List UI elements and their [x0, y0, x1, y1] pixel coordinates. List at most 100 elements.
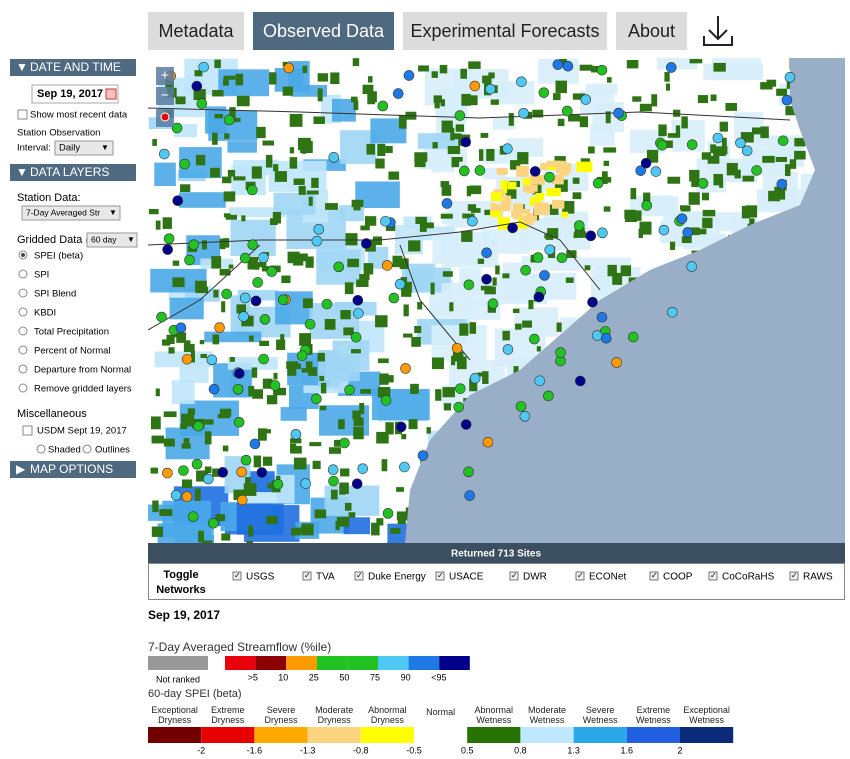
station[interactable]: [221, 288, 232, 300]
tab[interactable]: [403, 12, 607, 50]
station[interactable]: [585, 230, 597, 242]
station[interactable]: [587, 296, 598, 308]
station[interactable]: [350, 331, 362, 343]
station[interactable]: [556, 252, 568, 264]
station[interactable]: [156, 311, 167, 323]
station[interactable]: [627, 331, 639, 343]
station[interactable]: [234, 368, 245, 379]
station[interactable]: [352, 294, 364, 306]
station[interactable]: [252, 277, 263, 288]
station[interactable]: [781, 94, 793, 106]
station[interactable]: [502, 344, 514, 355]
station[interactable]: [188, 239, 200, 250]
station[interactable]: [650, 166, 662, 177]
station[interactable]: [658, 224, 670, 236]
station[interactable]: [247, 239, 259, 251]
checkbox[interactable]: [509, 571, 519, 581]
station[interactable]: [304, 318, 316, 330]
station[interactable]: [751, 165, 762, 176]
station[interactable]: [394, 278, 406, 290]
station[interactable]: [217, 467, 229, 478]
station[interactable]: [507, 222, 518, 234]
checkbox[interactable]: [232, 571, 242, 581]
header-bar[interactable]: [10, 59, 136, 76]
checkbox[interactable]: [649, 571, 659, 581]
checkbox[interactable]: [789, 571, 799, 581]
map[interactable]: + −: [148, 58, 850, 574]
station[interactable]: [640, 157, 652, 169]
station[interactable]: [482, 436, 494, 448]
station[interactable]: [596, 64, 608, 76]
station[interactable]: [236, 466, 247, 478]
station[interactable]: [193, 420, 204, 432]
station[interactable]: [223, 114, 235, 126]
station[interactable]: [171, 122, 183, 134]
station[interactable]: [382, 508, 394, 519]
station[interactable]: [184, 254, 195, 266]
station[interactable]: [233, 416, 245, 428]
station[interactable]: [382, 260, 393, 271]
station[interactable]: [238, 311, 249, 322]
station[interactable]: [300, 478, 311, 489]
station[interactable]: [380, 395, 392, 406]
station[interactable]: [327, 464, 339, 476]
station[interactable]: [206, 354, 218, 366]
station[interactable]: [676, 213, 688, 224]
station[interactable]: [380, 215, 391, 227]
station[interactable]: [258, 252, 269, 264]
station[interactable]: [562, 60, 574, 72]
station[interactable]: [196, 98, 208, 109]
station[interactable]: [417, 450, 429, 461]
station[interactable]: [441, 198, 453, 209]
station[interactable]: [776, 178, 788, 190]
station[interactable]: [269, 380, 281, 391]
station[interactable]: [455, 383, 466, 394]
radio[interactable]: [18, 307, 28, 317]
station[interactable]: [351, 478, 363, 490]
radio[interactable]: [18, 383, 28, 393]
station[interactable]: [611, 357, 622, 368]
station[interactable]: [543, 390, 554, 402]
station[interactable]: [214, 322, 225, 333]
station[interactable]: [474, 165, 486, 176]
radio[interactable]: [36, 444, 46, 454]
station[interactable]: [191, 80, 203, 92]
station[interactable]: [533, 291, 545, 303]
station[interactable]: [357, 463, 369, 474]
station[interactable]: [539, 270, 550, 281]
station[interactable]: [313, 224, 325, 235]
station[interactable]: [203, 473, 214, 485]
station[interactable]: [256, 467, 268, 478]
station[interactable]: [735, 137, 746, 149]
date-input[interactable]: [31, 84, 119, 104]
station[interactable]: [311, 393, 322, 405]
station[interactable]: [544, 244, 556, 256]
station[interactable]: [399, 461, 410, 473]
zoom-out[interactable]: −: [161, 87, 169, 103]
station[interactable]: [552, 59, 564, 70]
station[interactable]: [555, 347, 566, 358]
station[interactable]: [339, 437, 350, 449]
station[interactable]: [534, 375, 546, 387]
station[interactable]: [283, 62, 295, 74]
station[interactable]: [529, 333, 540, 345]
station[interactable]: [400, 363, 411, 374]
station[interactable]: [388, 292, 400, 304]
station[interactable]: [518, 107, 529, 119]
station[interactable]: [573, 220, 585, 231]
station[interactable]: [181, 353, 193, 365]
station[interactable]: [460, 136, 472, 148]
station[interactable]: [516, 76, 527, 88]
station[interactable]: [278, 294, 289, 306]
station[interactable]: [159, 148, 170, 160]
station[interactable]: [686, 261, 698, 272]
checkbox[interactable]: [708, 571, 718, 581]
station[interactable]: [460, 419, 472, 430]
checkbox[interactable]: [354, 571, 364, 581]
station[interactable]: [667, 306, 678, 318]
station[interactable]: [697, 178, 709, 189]
select[interactable]: [21, 205, 121, 221]
station[interactable]: [600, 332, 612, 344]
station[interactable]: [361, 238, 372, 249]
radio[interactable]: [18, 288, 28, 298]
